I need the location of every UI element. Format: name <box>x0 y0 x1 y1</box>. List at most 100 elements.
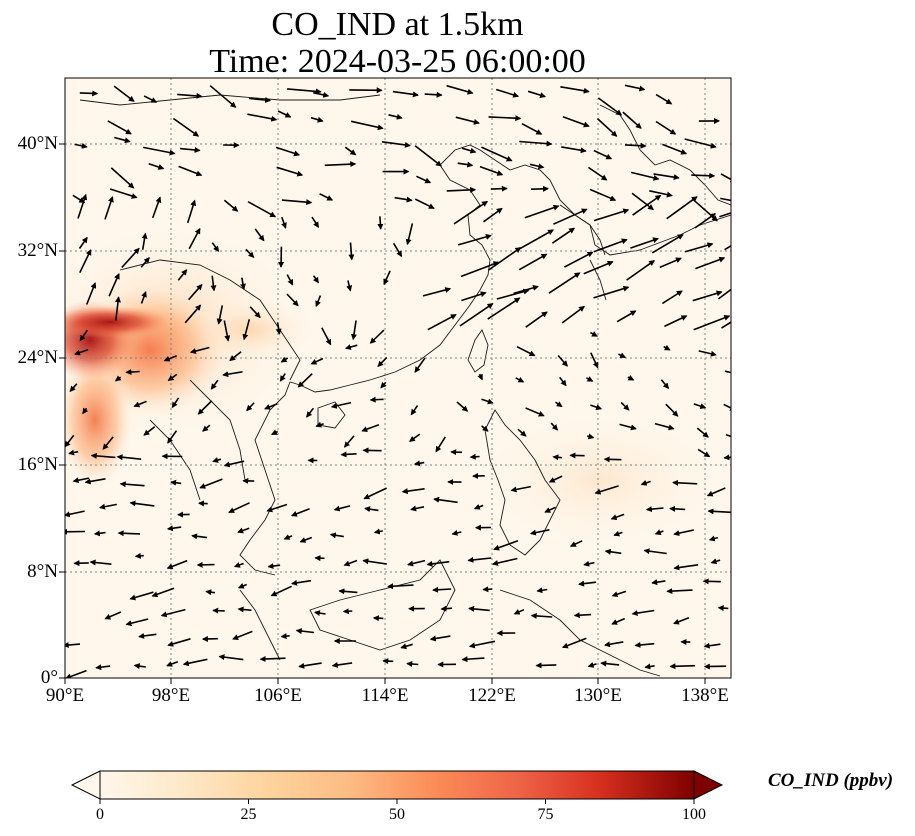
wind-arrow <box>694 213 717 229</box>
wind-arrow <box>232 630 253 640</box>
wind-arrow <box>270 585 292 597</box>
wind-arrow <box>513 608 525 615</box>
wind-arrow <box>313 91 330 98</box>
wind-arrow <box>461 291 487 302</box>
wind-arrow <box>451 529 462 536</box>
wind-arrow <box>377 216 384 230</box>
wind-arrow <box>202 424 211 432</box>
wind-arrow <box>401 488 425 495</box>
wind-arrow <box>267 563 281 570</box>
wind-arrow <box>529 529 550 536</box>
wind-arrow <box>669 663 696 670</box>
wind-arrow <box>104 196 114 220</box>
wind-arrow <box>586 376 594 382</box>
wind-arrow <box>630 237 659 249</box>
wind-arrow <box>210 275 217 292</box>
wind-arrow <box>622 111 642 129</box>
wind-arrow <box>115 296 121 321</box>
wind-arrow <box>410 405 419 416</box>
wind-arrow <box>593 149 613 160</box>
wind-arrow <box>180 146 201 153</box>
wind-arrow <box>590 352 599 369</box>
wind-arrow <box>643 548 667 555</box>
wind-arrow <box>429 635 451 642</box>
wind-arrow <box>660 379 670 390</box>
wind-arrow <box>163 354 178 362</box>
wind-arrow <box>79 90 99 97</box>
wind-arrow <box>655 93 673 105</box>
wind-arrow <box>279 373 286 382</box>
wind-arrow <box>121 247 140 269</box>
wind-arrow <box>488 115 522 122</box>
wind-arrow <box>468 640 496 649</box>
wind-arrow <box>564 251 594 268</box>
wind-arrow <box>299 536 313 543</box>
wind-arrow <box>102 436 114 450</box>
wind-arrow <box>553 208 588 225</box>
wind-arrow <box>719 212 731 218</box>
wind-arrow <box>473 504 484 510</box>
wind-arrow <box>369 329 385 344</box>
wind-arrow <box>725 433 731 438</box>
wind-arrow <box>281 199 313 206</box>
wind-arrow <box>166 525 182 532</box>
wind-arrow <box>171 397 180 409</box>
wind-arrow <box>662 143 688 155</box>
wind-arrow <box>651 579 666 586</box>
wind-arrow <box>246 402 255 412</box>
wind-arrow <box>119 481 145 488</box>
wind-arrow <box>459 303 494 327</box>
wind-arrow <box>117 530 141 537</box>
wind-arrow <box>254 228 265 242</box>
wind-arrow <box>79 249 92 274</box>
wind-arrow <box>129 591 154 601</box>
wind-arrow <box>79 329 88 342</box>
wind-arrow <box>733 260 751 273</box>
wind-arrow <box>632 194 662 216</box>
wind-arrow <box>492 557 518 566</box>
wind-arrow <box>603 456 622 463</box>
wind-arrow <box>461 656 485 663</box>
wind-arrow <box>469 453 480 460</box>
y-tick-label: 24°N <box>17 347 58 368</box>
wind-arrow <box>166 660 179 667</box>
map-title-line2: Time: 2024-03-25 06:00:00 <box>209 43 586 80</box>
wind-arrow <box>590 331 598 337</box>
wind-arrow <box>65 434 75 448</box>
colorbar-tick: 25 <box>240 806 257 823</box>
wind-arrow <box>283 534 293 540</box>
wind-arrow <box>583 560 595 567</box>
wind-arrow <box>340 451 357 458</box>
wind-arrow <box>143 146 176 156</box>
wind-arrow <box>515 376 525 383</box>
co-plume-band <box>65 306 170 338</box>
wind-arrow <box>338 588 358 595</box>
wind-arrow <box>467 556 492 563</box>
wind-arrow <box>372 615 384 622</box>
wind-arrow <box>114 375 122 382</box>
wind-arrow <box>348 242 355 261</box>
wind-arrow <box>691 172 716 179</box>
wind-arrow <box>344 146 357 156</box>
wind-arrow <box>277 110 292 118</box>
wind-arrow <box>720 173 731 183</box>
wind-arrow <box>613 530 623 537</box>
wind-arrow <box>424 91 443 98</box>
wind-arrow <box>481 398 494 405</box>
wind-arrow <box>344 344 358 350</box>
wind-arrow <box>324 161 357 168</box>
wind-arrow <box>74 142 88 149</box>
wind-arrow <box>573 612 592 619</box>
wind-arrow <box>587 166 608 181</box>
wind-arrow <box>631 609 655 617</box>
wind-arrow <box>310 116 324 123</box>
wind-arrow <box>569 540 583 547</box>
wind-arrow <box>182 658 208 667</box>
wind-arrow <box>275 146 301 157</box>
wind-arrow <box>116 454 142 461</box>
wind-arrow <box>453 200 489 225</box>
wind-arrow <box>259 656 286 662</box>
wind-arrow <box>631 192 654 211</box>
wind-arrow <box>440 605 453 612</box>
wind-arrow <box>65 510 85 518</box>
